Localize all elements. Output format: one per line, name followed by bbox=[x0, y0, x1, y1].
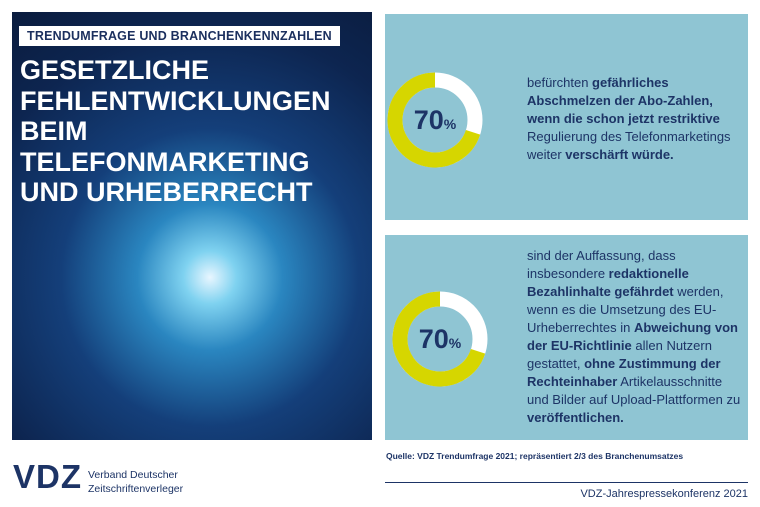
text-segment: allen Nutzern gestattet, bbox=[527, 338, 712, 371]
donut-label: 70% bbox=[419, 324, 462, 354]
tag: TRENDUMFRAGE UND BRANCHENKENNZAHLEN bbox=[19, 26, 340, 46]
value: 70 bbox=[414, 105, 444, 135]
text-segment: Artikelausschnitte und Bilder auf Upload… bbox=[527, 374, 741, 407]
unit: % bbox=[444, 116, 457, 132]
event: VDZ-Jahrespressekonferenz 2021 bbox=[580, 488, 748, 500]
logo: VDZ bbox=[13, 458, 82, 495]
donut: 70% bbox=[392, 291, 488, 387]
title-line: UND URHEBERRECHT bbox=[20, 177, 313, 207]
panel: 70% sind der Auffassung, dass insbesonde… bbox=[385, 235, 748, 440]
unit: % bbox=[449, 335, 462, 351]
org-name: Verband Deutscher Zeitschriftenverleger bbox=[88, 468, 183, 496]
panel-text: sind der Auffassung, dass insbesondere r… bbox=[527, 247, 745, 427]
org-line: Zeitschriftenverleger bbox=[88, 483, 184, 495]
org-line: Verband Deutscher bbox=[88, 469, 178, 481]
title-line: FEHLENTWICKLUNGEN bbox=[20, 85, 331, 116]
title: GESETZLICHE FEHLENTWICKLUNGEN BEIM TELEFON… bbox=[20, 55, 372, 208]
text-segment: gefährliches Abschmelzen der Abo-Zahlen,… bbox=[527, 75, 720, 126]
rule bbox=[385, 482, 748, 483]
hero-image: TRENDUMFRAGE UND BRANCHENKENNZAHLEN GESE… bbox=[12, 12, 372, 440]
donut-label: 70% bbox=[414, 105, 457, 135]
text-segment: werden, wenn es die Umsetzung des EU-Urh… bbox=[527, 284, 724, 335]
source: Quelle: VDZ Trendumfrage 2021; repräsent… bbox=[386, 451, 684, 461]
text-segment: verschärft würde. bbox=[565, 147, 674, 162]
title-line: BEIM TELEFONMARKETING bbox=[20, 116, 310, 177]
text-segment: befürchten bbox=[527, 75, 593, 90]
panel: 70% befürchten gefährliches Abschmelzen … bbox=[385, 14, 748, 220]
text-segment: redaktionelle Bezahlinhalte gefährdet bbox=[527, 266, 689, 299]
text-segment: Abweichung von der EU-Richtlinie bbox=[527, 320, 738, 353]
text-segment: veröffentlichen. bbox=[527, 410, 624, 425]
value: 70 bbox=[419, 324, 449, 354]
text-segment: ohne Zustimmung der Rechteinhaber bbox=[527, 356, 721, 389]
donut-arc bbox=[387, 72, 481, 168]
text-segment: sind der Auffassung, dass insbesondere bbox=[527, 248, 676, 281]
donut: 70% bbox=[387, 72, 483, 168]
text-segment: Regulierung des Telefonmarketings weiter bbox=[527, 129, 731, 162]
panel-text: befürchten gefährliches Abschmelzen der … bbox=[527, 74, 745, 164]
title-line: GESETZLICHE bbox=[20, 55, 210, 85]
donut-arc bbox=[392, 291, 486, 387]
